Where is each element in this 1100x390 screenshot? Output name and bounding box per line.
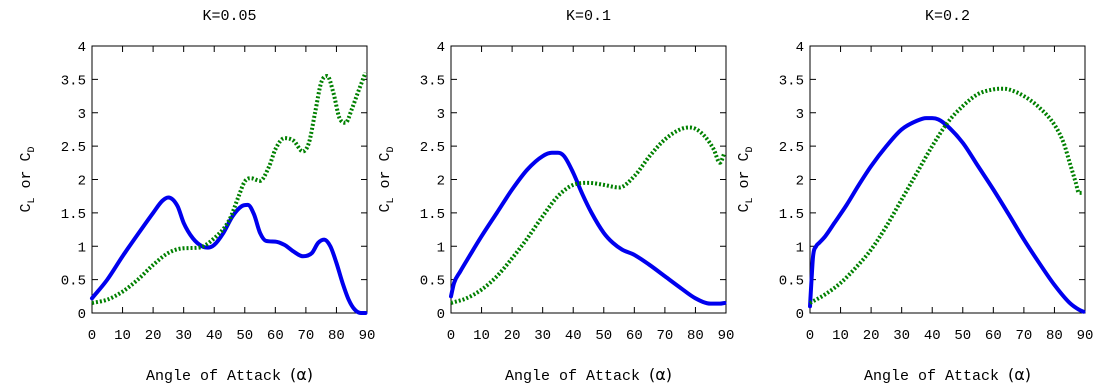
series-line-dotted — [450, 125, 727, 305]
x-axis-label: Angle of Attack (α) — [864, 365, 1031, 385]
x-tick-label: 80 — [687, 328, 704, 344]
x-tick-label: 40 — [565, 328, 582, 344]
x-tick-label: 60 — [985, 328, 1002, 344]
chart-title: K=0.1 — [566, 8, 611, 25]
x-tick-label: 0 — [88, 328, 96, 344]
y-tick-label: 0.5 — [779, 274, 804, 290]
x-tick-label: 40 — [924, 328, 941, 344]
x-tick-label: 30 — [893, 328, 910, 344]
x-tick-label: 70 — [656, 328, 673, 344]
x-tick-label: 60 — [626, 328, 643, 344]
series-line-dotted — [809, 86, 1084, 305]
y-tick-label: 1.5 — [420, 207, 445, 223]
y-tick-label: 0.5 — [61, 274, 86, 290]
y-tick-label: 0 — [437, 307, 445, 323]
y-tick-label: 3 — [437, 107, 445, 123]
x-tick-label: 40 — [206, 328, 223, 344]
series-line-solid — [449, 150, 727, 306]
x-tick-label: 20 — [863, 328, 880, 344]
y-tick-label: 0.5 — [420, 274, 445, 290]
x-tick-label: 20 — [504, 328, 521, 344]
x-tick-label: 80 — [1046, 328, 1063, 344]
y-tick-label: 4 — [437, 40, 445, 56]
y-tick-label: 0 — [78, 307, 86, 323]
y-tick-label: 1.5 — [779, 207, 804, 223]
y-tick-label: 1 — [437, 240, 445, 256]
x-tick-label: 60 — [267, 328, 284, 344]
x-tick-label: 80 — [328, 328, 345, 344]
y-tick-label: 0 — [796, 307, 804, 323]
x-tick-label: 50 — [595, 328, 612, 344]
y-tick-label: 3.5 — [61, 73, 86, 89]
x-tick-label: 70 — [1015, 328, 1032, 344]
y-tick-label: 2 — [78, 174, 86, 190]
chart-title: K=0.2 — [925, 8, 970, 25]
y-tick-label: 3.5 — [779, 73, 804, 89]
x-tick-label: 90 — [359, 328, 376, 344]
x-tick-label: 50 — [954, 328, 971, 344]
y-tick-label: 1.5 — [61, 207, 86, 223]
y-tick-label: 3 — [796, 107, 804, 123]
y-tick-label: 2 — [437, 174, 445, 190]
y-tick-label: 2.5 — [779, 140, 804, 156]
x-tick-label: 90 — [718, 328, 735, 344]
x-axis-label: Angle of Attack (α) — [146, 365, 313, 385]
x-tick-label: 30 — [534, 328, 551, 344]
x-tick-label: 0 — [806, 328, 814, 344]
chart-title: K=0.05 — [202, 8, 256, 25]
y-tick-label: 4 — [78, 40, 86, 56]
series-line-solid — [808, 116, 1086, 314]
chart-panel: K=0.200.511.522.533.540 10 20 30 40 50 60 70 80 9… — [736, 8, 1093, 385]
y-tick-label: 1 — [78, 240, 86, 256]
plot-frame — [91, 45, 368, 314]
x-tick-label: 0 — [447, 328, 455, 344]
x-tick-label: 10 — [114, 328, 131, 344]
series-line-solid — [90, 195, 368, 315]
y-tick-label: 2.5 — [61, 140, 86, 156]
x-tick-label: 10 — [832, 328, 849, 344]
y-axis-label: CL or CD — [736, 146, 756, 212]
x-axis-label: Angle of Attack (α) — [505, 365, 672, 385]
y-tick-label: 2.5 — [420, 140, 445, 156]
y-axis-label: CL or CD — [377, 146, 397, 212]
y-axis-label: CL or CD — [18, 146, 38, 212]
series-line-dotted — [91, 71, 368, 305]
y-tick-label: 3.5 — [420, 73, 445, 89]
y-tick-label: 2 — [796, 174, 804, 190]
x-tick-label: 30 — [175, 328, 192, 344]
y-tick-label: 3 — [78, 107, 86, 123]
y-tick-label: 1 — [796, 240, 804, 256]
x-tick-label: 50 — [236, 328, 253, 344]
y-tick-label: 4 — [796, 40, 804, 56]
x-tick-label: 10 — [473, 328, 490, 344]
x-tick-label: 70 — [297, 328, 314, 344]
plot-frame — [450, 45, 727, 314]
x-tick-label: 90 — [1077, 328, 1094, 344]
x-tick-label: 20 — [145, 328, 162, 344]
chart-panel: K=0.100.511.522.533.540 10 20 30 40 50 60 70 80 9… — [377, 8, 734, 385]
